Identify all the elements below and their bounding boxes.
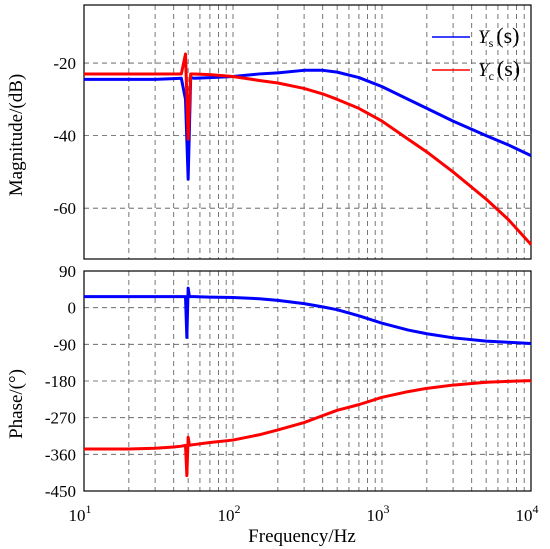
- y-tick-label: -60: [53, 199, 76, 218]
- y-tick-label: -270: [45, 409, 76, 428]
- y-tick-label: -90: [53, 335, 76, 354]
- frequency-axis: 101 102 103 104: [69, 502, 539, 525]
- y-tick-label: -180: [45, 372, 76, 391]
- x-tick-label: 102: [218, 502, 241, 525]
- x-tick-label: 103: [367, 502, 390, 525]
- x-tick-label: 104: [516, 502, 539, 525]
- y-tick-label: -40: [53, 127, 76, 146]
- series-line-ys: [84, 68, 532, 181]
- plot-frame: [83, 4, 532, 260]
- frequency-axis-label: Frequency/Hz: [248, 526, 356, 547]
- series-line-yc: [84, 52, 533, 246]
- phase-panel: 90 0 -90 -180 -270 -360 -450: [45, 262, 532, 501]
- magnitude-axis-label: Magnitude/(dB): [6, 74, 27, 196]
- legend-label-yc: Yc (s): [478, 56, 520, 83]
- phase-axis-label: Phase/(°): [6, 369, 27, 439]
- series-line-ys: [84, 286, 532, 346]
- series-line-yc: [84, 379, 532, 478]
- legend: Ys (s) Yc (s): [432, 23, 520, 83]
- y-tick-label: 90: [59, 262, 76, 281]
- y-tick-label: -360: [45, 445, 76, 464]
- y-tick-label: -20: [53, 54, 76, 73]
- y-tick-label: 0: [68, 299, 77, 318]
- legend-label-ys: Ys (s): [478, 23, 519, 50]
- x-tick-label: 101: [69, 502, 92, 525]
- y-tick-label: -450: [45, 482, 76, 501]
- magnitude-panel: -20 -40 -60: [53, 4, 533, 260]
